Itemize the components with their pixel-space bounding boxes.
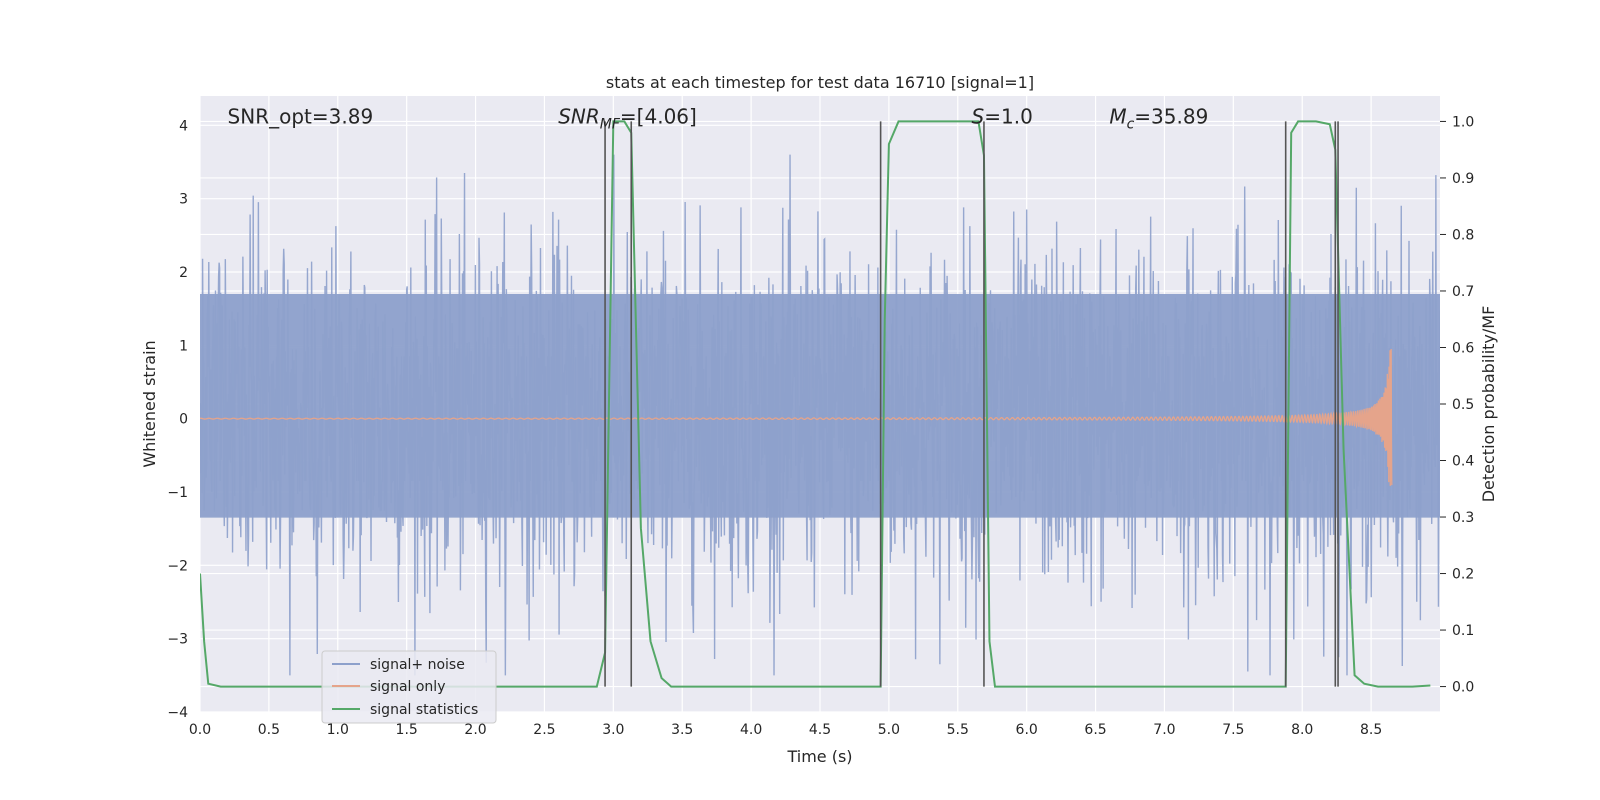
annotations: SNR_opt=3.89 SNRMF=[4.06] S=1.0 Mc=35.89 bbox=[228, 104, 1209, 132]
vertical-lines bbox=[604, 121, 1339, 687]
x-tick-label-2: 1.0 bbox=[327, 722, 349, 738]
y2-tick-label-6: 0.6 bbox=[1452, 340, 1474, 356]
legend-box bbox=[321, 650, 497, 724]
y2-tick-label-8: 0.8 bbox=[1452, 227, 1474, 243]
x-tick-label-11: 5.5 bbox=[947, 722, 969, 738]
annotation-0: SNR_opt=3.89 bbox=[228, 104, 374, 128]
y-tick-label-3: −1 bbox=[167, 485, 188, 501]
y2-tick-label-2: 0.2 bbox=[1452, 567, 1474, 583]
series-signal-statistics bbox=[200, 120, 1431, 688]
x-tick-label-14: 7.0 bbox=[1153, 722, 1175, 738]
y2-axis-ticks: 0.0 0.1 0.2 0.3 0.4 0.5 0.6 0.7 0.8 0.9 1.0 bbox=[1440, 114, 1474, 696]
y2-tick-label-9: 0.9 bbox=[1452, 171, 1474, 187]
y-tick-label-1: −3 bbox=[167, 632, 188, 648]
x-tick-label-13: 6.5 bbox=[1084, 722, 1106, 738]
y-tick-label-0: −4 bbox=[167, 705, 188, 721]
series-signal-noise-core bbox=[200, 294, 1440, 518]
series-signal-only bbox=[200, 348, 1393, 486]
x-tick-label-6: 3.0 bbox=[602, 722, 624, 738]
annotation-2: S=1.0 bbox=[972, 104, 1033, 128]
x-tick-label-15: 7.5 bbox=[1222, 722, 1244, 738]
y2-tick-label-1: 0.1 bbox=[1452, 623, 1474, 639]
x-tick-label-17: 8.5 bbox=[1360, 722, 1382, 738]
x-tick-label-4: 2.0 bbox=[464, 722, 486, 738]
x-tick-label-0: 0.0 bbox=[189, 722, 211, 738]
series-layer bbox=[200, 120, 1440, 688]
y2-tick-label-10: 1.0 bbox=[1452, 114, 1474, 130]
y-tick-label-7: 3 bbox=[179, 192, 188, 208]
y2-tick-label-5: 0.5 bbox=[1452, 397, 1474, 413]
x-tick-label-5: 2.5 bbox=[533, 722, 555, 738]
y-tick-label-5: 1 bbox=[179, 338, 188, 354]
x-tick-label-10: 5.0 bbox=[878, 722, 900, 738]
x-tick-label-9: 4.5 bbox=[809, 722, 831, 738]
legend-label-signal-only: signal only bbox=[370, 679, 445, 695]
legend-label-signal-statistics: signal statistics bbox=[370, 702, 478, 718]
annotation-3: Mc=35.89 bbox=[1109, 104, 1208, 132]
y-axis-ticks: −4 −3 −2 −1 0 1 2 3 4 bbox=[167, 118, 188, 721]
x-tick-label-8: 4.0 bbox=[740, 722, 762, 738]
y2-tick-label-4: 0.4 bbox=[1452, 454, 1474, 470]
y-tick-label-6: 2 bbox=[179, 265, 188, 281]
x-tick-label-7: 3.5 bbox=[671, 722, 693, 738]
y2-tick-label-0: 0.0 bbox=[1452, 680, 1474, 696]
legend-label-signal-noise: signal+ noise bbox=[370, 657, 465, 673]
y-tick-label-8: 4 bbox=[179, 118, 188, 134]
chart-title: stats at each timestep for test data 167… bbox=[606, 73, 1034, 92]
x-tick-label-16: 8.0 bbox=[1291, 722, 1313, 738]
annotation-1: SNRMF=[4.06] bbox=[558, 104, 697, 132]
y2-axis-label: Detection probability/MF bbox=[1479, 306, 1498, 503]
y-axis-label: Whitened strain bbox=[140, 340, 159, 467]
x-tick-label-3: 1.5 bbox=[396, 722, 418, 738]
y-tick-label-2: −2 bbox=[167, 558, 188, 574]
x-tick-label-12: 6.0 bbox=[1016, 722, 1038, 738]
legend: signal+ noise signal only signal statist… bbox=[321, 650, 497, 724]
x-axis-label: Time (s) bbox=[786, 747, 852, 766]
y2-tick-label-3: 0.3 bbox=[1452, 510, 1474, 526]
y-tick-label-4: 0 bbox=[179, 412, 188, 428]
y2-tick-label-7: 0.7 bbox=[1452, 284, 1474, 300]
x-tick-label-1: 0.5 bbox=[258, 722, 280, 738]
x-axis-ticks: 0.0 0.5 1.0 1.5 2.0 2.5 3.0 3.5 4.0 4.5 5.0 5.5 6.0 6… bbox=[189, 722, 1382, 738]
